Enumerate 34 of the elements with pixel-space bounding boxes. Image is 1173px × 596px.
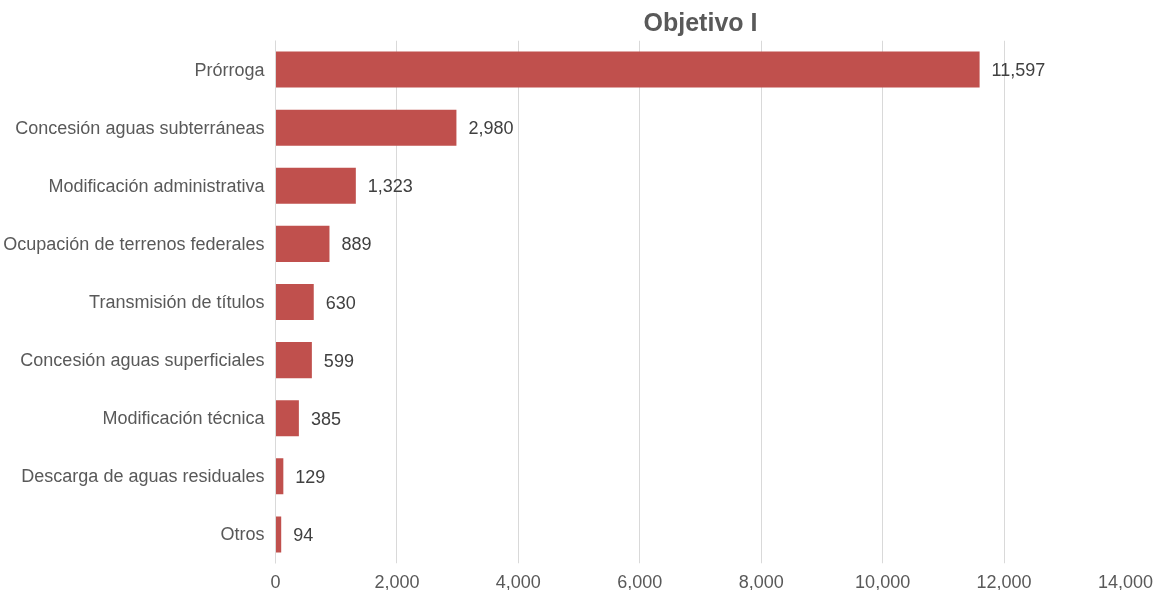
y-tick-label: Concesión aguas subterráneas: [15, 117, 265, 138]
y-tick-label: Transmisión de títulos: [89, 292, 265, 312]
x-tick-label: 6,000: [617, 571, 663, 592]
x-tick-label: 12,000: [976, 571, 1032, 592]
data-label: 2,980: [468, 118, 514, 139]
x-tick-label: 14,000: [1097, 571, 1154, 592]
bar: [275, 283, 314, 321]
chart-title: Objetivo I: [643, 7, 758, 36]
x-tick-label: 0: [270, 571, 281, 592]
y-tick-label: Descarga de aguas residuales: [21, 466, 265, 487]
y-tick-label: Otros: [220, 524, 265, 545]
data-label: 11,597: [991, 60, 1046, 81]
y-tick-label: Concesión aguas superficiales: [20, 350, 265, 371]
data-label: 385: [310, 408, 341, 429]
y-tick-label: Modificación técnica: [102, 408, 266, 429]
bar: [275, 342, 312, 379]
y-tick-label: Modificación administrativa: [48, 175, 266, 196]
data-label: 599: [323, 350, 354, 371]
data-label: 94: [293, 524, 314, 545]
data-label: 129: [295, 466, 326, 487]
bar: [275, 167, 356, 204]
x-tick-label: 2,000: [374, 571, 420, 592]
data-label: 1,323: [367, 176, 413, 197]
bar: [275, 400, 299, 437]
x-tick-label: 8,000: [738, 571, 784, 592]
data-label: 630: [325, 292, 356, 313]
data-label: 889: [341, 234, 372, 255]
y-tick-label: Prórroga: [194, 59, 266, 80]
x-tick-label: 10,000: [855, 571, 911, 592]
y-tick-label: Ocupación de terrenos federales: [3, 233, 265, 254]
bar: [275, 225, 330, 262]
bar: [275, 51, 980, 88]
bar: [275, 109, 457, 146]
x-tick-label: 4,000: [495, 571, 541, 592]
